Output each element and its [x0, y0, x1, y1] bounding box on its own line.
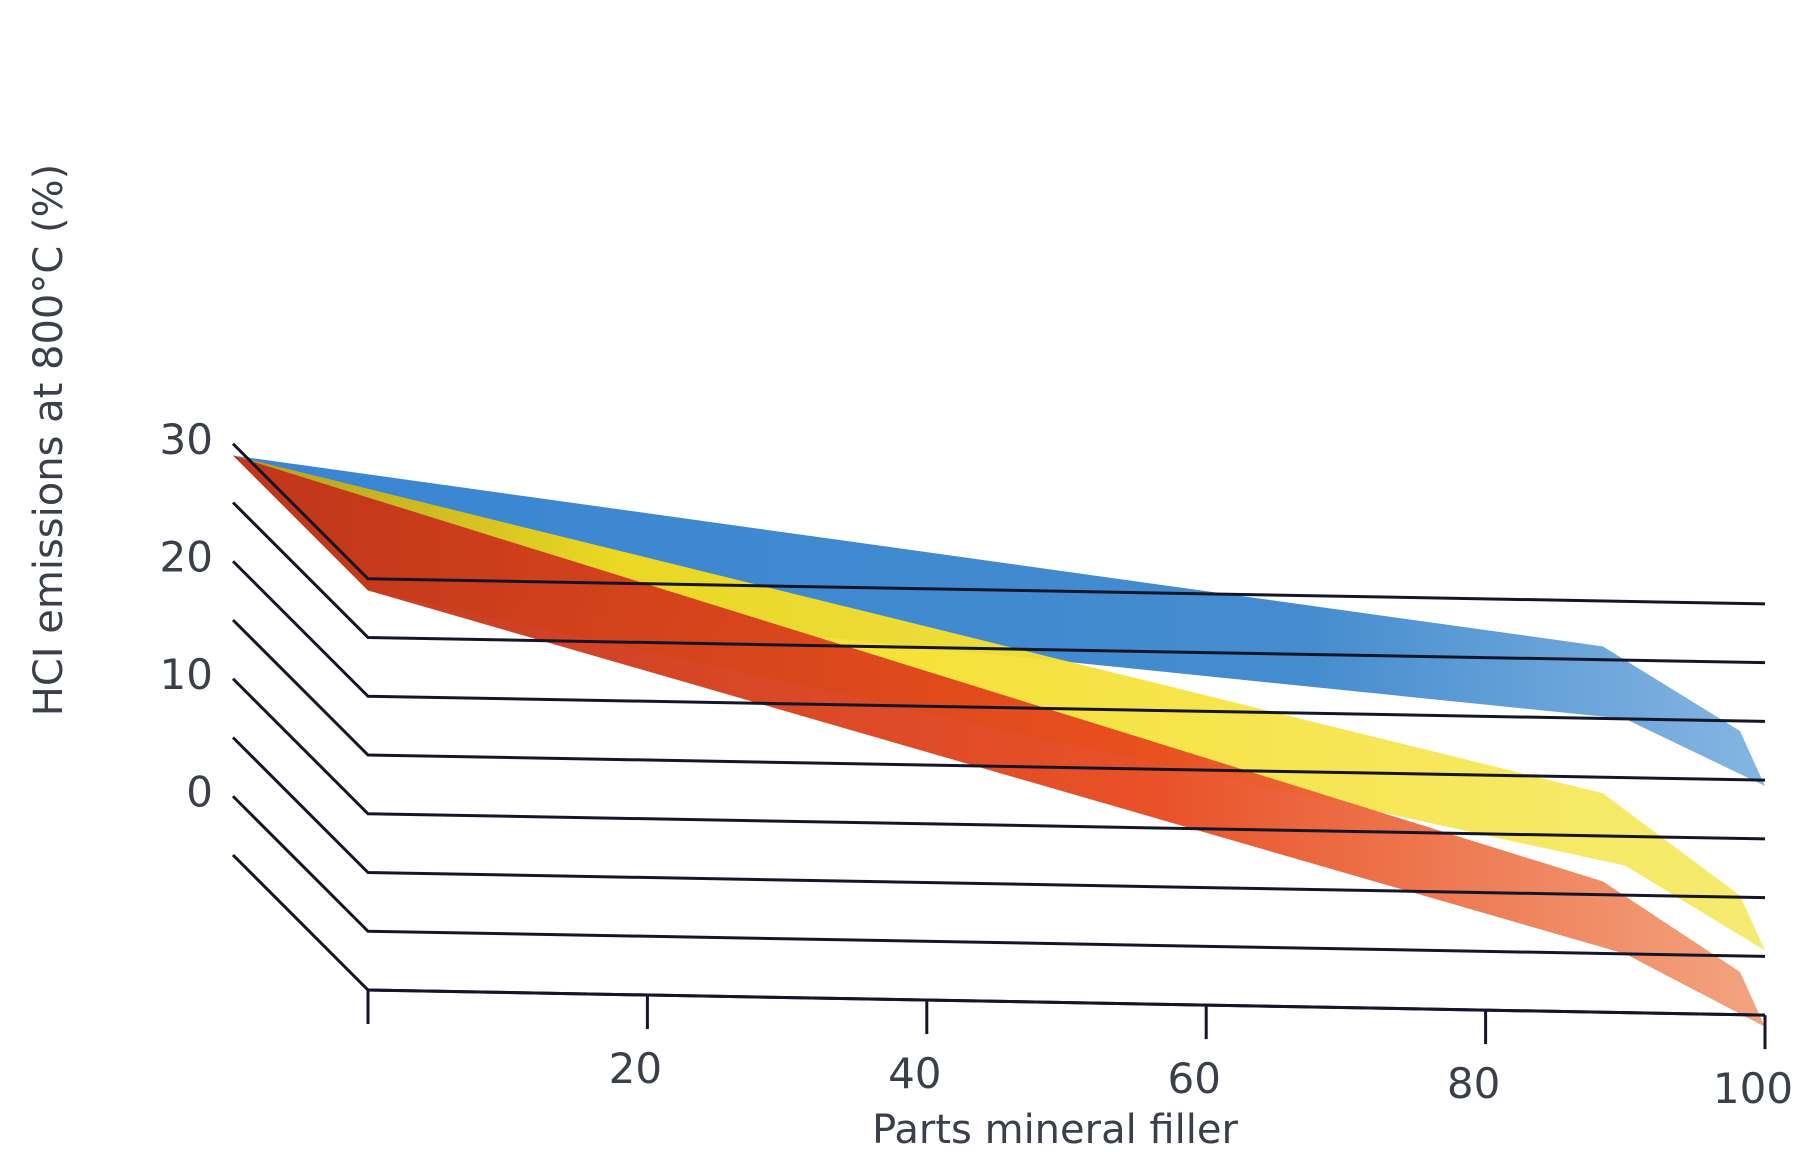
- x-tick-label: 80: [1447, 1059, 1500, 1108]
- y-axis: 0 10 20 30: [160, 415, 213, 817]
- y-axis-title: HCI emissions at 800°C (%): [26, 164, 72, 717]
- grid-line: [231, 677, 1766, 841]
- grid-lines: [231, 442, 1766, 1017]
- x-axis: 20 40 60 80 100: [366, 988, 1793, 1113]
- y-tick-label: 30: [160, 415, 213, 464]
- grid-line: [231, 560, 1766, 723]
- x-tick-label: 100: [1713, 1064, 1793, 1113]
- y-tick-label: 10: [160, 650, 213, 699]
- x-tick-label: 40: [888, 1049, 941, 1098]
- grid-line: [231, 736, 1766, 900]
- y-tick-label: 0: [186, 767, 213, 816]
- y-tick-label: 20: [160, 532, 213, 581]
- series-ribbon-blue: [233, 455, 1765, 786]
- grid-line: [231, 618, 1766, 782]
- x-tick-label: 20: [609, 1044, 662, 1093]
- grid-line: [231, 442, 1766, 606]
- grid-line: [231, 795, 1766, 958]
- grid-line: [231, 501, 1766, 665]
- series-ribbon-red: [233, 455, 1765, 1027]
- x-axis-title: Parts mineral filler: [872, 1107, 1238, 1152]
- series-ribbons: [233, 455, 1765, 1027]
- x-axis-line: [367, 988, 1766, 1017]
- x-tick-label: 60: [1167, 1054, 1220, 1103]
